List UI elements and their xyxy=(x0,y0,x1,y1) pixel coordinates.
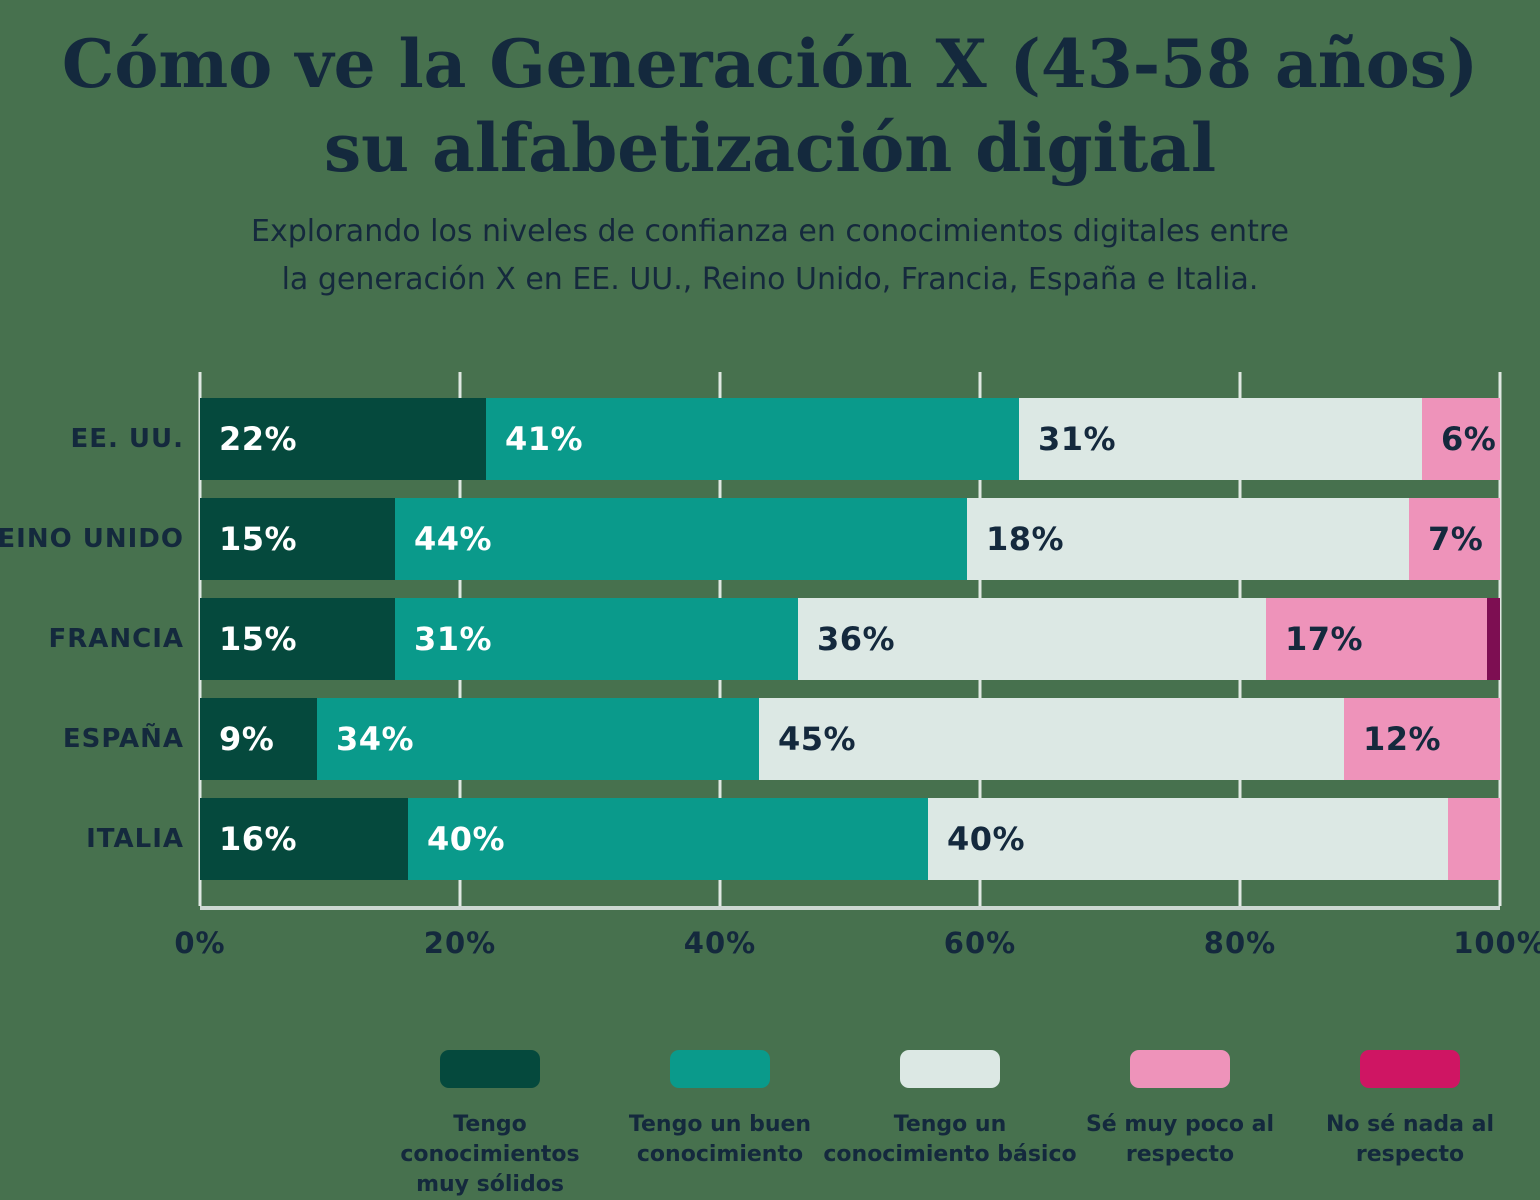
legend-label: No sé nada al respecto xyxy=(1325,1112,1494,1167)
row-label: REINO UNIDO xyxy=(0,524,184,554)
bar-segment xyxy=(1448,798,1500,880)
axis-tick-label: 20% xyxy=(423,926,497,960)
legend-label: Tengo conocimientos muy sólidos xyxy=(400,1112,580,1197)
bar-segment: 7% xyxy=(1409,498,1500,580)
x-axis: 0% 20% 40% 60% 80% 100% xyxy=(174,926,1540,970)
bar-segment: 22% xyxy=(200,398,486,480)
legend-label: Sé muy poco al respecto xyxy=(1085,1112,1275,1167)
legend-swatch xyxy=(440,1050,540,1088)
legend-swatch xyxy=(1130,1050,1230,1088)
axis-tick-label: 80% xyxy=(1203,926,1277,960)
bar-segment: 17% xyxy=(1266,598,1487,680)
title-line-2: su alfabetización digital xyxy=(323,109,1217,187)
bar-segment: 6% xyxy=(1422,398,1500,480)
legend-item-4: Sé muy poco al respecto xyxy=(1065,1050,1295,1200)
row-label: ITALIA xyxy=(86,824,184,854)
bar-segment: 34% xyxy=(317,698,759,780)
axis-tick-label: 40% xyxy=(683,926,757,960)
bar-row-2: REINO UNIDO 15%44%18%7% xyxy=(0,498,1500,580)
bar-segment: 15% xyxy=(200,598,395,680)
axis-tick-label: 60% xyxy=(943,926,1017,960)
subtitle-line-2: la generación X en EE. UU., Reino Unido,… xyxy=(281,262,1259,297)
bar-row-1: EE. UU. 22% 41% 31% 6% xyxy=(70,398,1500,480)
legend-item-3: Tengo un conocimiento básico xyxy=(823,1050,1077,1200)
bar-segment: 31% xyxy=(1019,398,1422,480)
bar-segment: 41% xyxy=(486,398,1019,480)
page-subtitle: Explorando los niveles de confianza en c… xyxy=(0,208,1540,304)
bar-segment: 44% xyxy=(395,498,967,580)
legend-item-2: Tengo un buen conocimiento xyxy=(605,1050,835,1200)
bar-segment: 31% xyxy=(395,598,798,680)
bar-segment: 36% xyxy=(798,598,1266,680)
row-label: ESPAÑA xyxy=(62,724,184,754)
axis-tick-label: 0% xyxy=(174,926,226,960)
subtitle-line-1: Explorando los niveles de confianza en c… xyxy=(251,214,1289,249)
bar-segment: 45% xyxy=(759,698,1344,780)
bar-row-5: ITALIA 16% 40% 40% xyxy=(86,798,1500,880)
bar-segment: 18% xyxy=(967,498,1409,580)
page-title: Cómo ve la Generación X (43-58 años) su … xyxy=(0,22,1540,190)
legend-swatch xyxy=(1360,1050,1460,1088)
bar-segment xyxy=(1487,598,1500,680)
bar-segment: 9% xyxy=(200,698,317,780)
row-label: EE. UU. xyxy=(70,424,184,454)
row-label: FRANCIA xyxy=(48,624,184,654)
legend-label: Tengo un conocimiento básico xyxy=(823,1112,1077,1167)
bar-segment: 16% xyxy=(200,798,408,880)
bar-segment: 40% xyxy=(408,798,928,880)
bar-row-4: ESPAÑA 9% 34% 45% 12% xyxy=(63,698,1500,780)
bar-segment: 12% xyxy=(1344,698,1500,780)
title-line-1: Cómo ve la Generación X (43-58 años) xyxy=(61,25,1479,103)
bar-rows: EE. UU.22%41%31%6%REINO UNIDO15%44%18%7%… xyxy=(0,398,1500,880)
stacked-bar-plot-area: EE. UU.22%41%31%6%REINO UNIDO15%44%18%7%… xyxy=(0,372,1502,910)
legend-item-5: No sé nada al respecto xyxy=(1295,1050,1525,1200)
legend-swatch xyxy=(670,1050,770,1088)
legend-swatch xyxy=(900,1050,1000,1088)
bar-segment: 40% xyxy=(928,798,1448,880)
bar-segment: 15% xyxy=(200,498,395,580)
bar-row-3: FRANCIA 15% 31% 36% 17% xyxy=(48,598,1500,680)
axis-tick-label: 100% xyxy=(1453,926,1540,960)
gridline-100% xyxy=(1498,372,1502,906)
legend-label: Tengo un buen conocimiento xyxy=(628,1112,812,1167)
